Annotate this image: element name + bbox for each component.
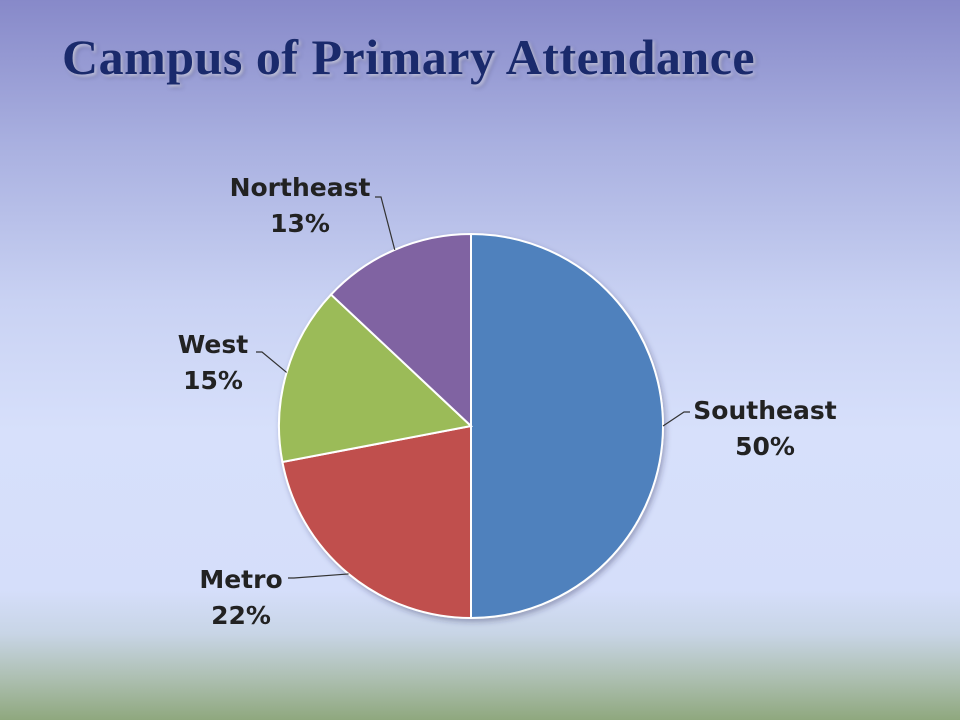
pie-slice-west (278, 293, 474, 464)
slice-value-southeast: 50% (735, 432, 795, 461)
leader-line-northeast (375, 196, 396, 250)
pie-slice-southeast (470, 232, 664, 620)
slice-label-northeast: Northeast (230, 173, 371, 202)
pie-slice-metro (281, 424, 472, 620)
leader-line-southeast (662, 411, 690, 427)
leader-line-metro (288, 573, 349, 579)
page-title: Campus of Primary Attendance (62, 29, 756, 85)
slice-value-northeast: 13% (270, 209, 330, 238)
slice-value-west: 15% (183, 366, 243, 395)
slice-label-west: West (178, 330, 249, 359)
slice-label-metro: Metro (199, 565, 282, 594)
slice-value-metro: 22% (211, 601, 271, 630)
slice-label-southeast: Southeast (693, 396, 836, 425)
pie-slice-northeast (329, 232, 472, 429)
leader-line-west (256, 351, 288, 373)
